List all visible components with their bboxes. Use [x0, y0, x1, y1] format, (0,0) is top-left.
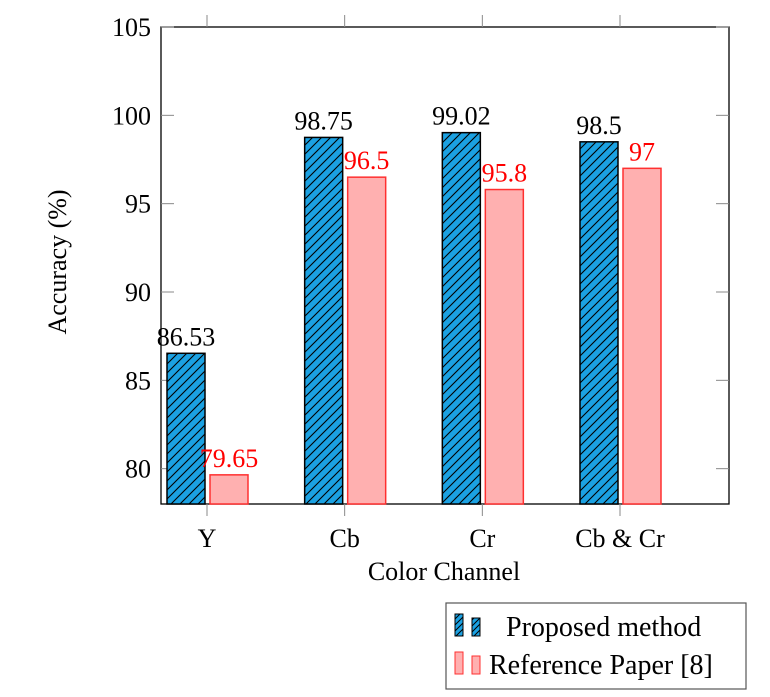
legend-label-proposed: Proposed method	[506, 612, 701, 643]
data-label-proposed: 98.75	[294, 106, 353, 135]
x-tick-label: Cb & Cr	[575, 524, 665, 553]
data-label-proposed: 86.53	[157, 322, 216, 351]
bar-proposed	[166, 352, 206, 505]
data-label-reference: 95.8	[482, 159, 528, 188]
data-label-reference: 96.5	[344, 146, 390, 175]
y-tick-label: 95	[125, 190, 151, 219]
y-tick-label: 80	[125, 455, 151, 484]
y-tick-label: 105	[112, 13, 151, 42]
y-tick-label: 85	[125, 366, 151, 395]
legend-swatch-proposed-1	[454, 613, 464, 637]
bar-reference	[484, 188, 525, 505]
bar-reference	[346, 176, 387, 505]
data-label-reference: 97	[629, 137, 655, 166]
x-axis-title: Color Channel	[368, 557, 520, 586]
y-axis-title: Accuracy (%)	[43, 189, 72, 334]
bar-reference	[622, 167, 662, 505]
bar-proposed	[303, 136, 344, 505]
bar-proposed	[441, 131, 482, 505]
bar-proposed	[579, 141, 619, 505]
x-tick-label: Cr	[469, 524, 495, 553]
x-tick-label: Cb	[329, 524, 359, 553]
y-tick-label: 100	[112, 101, 151, 130]
legend: Proposed method Reference Paper [8]	[445, 602, 747, 690]
legend-swatch-reference-1	[454, 651, 464, 675]
bar-reference	[209, 474, 249, 505]
legend-swatch-proposed-2	[471, 617, 481, 637]
legend-box	[445, 602, 747, 690]
y-tick-label: 90	[125, 278, 151, 307]
legend-label-reference: Reference Paper [8]	[489, 650, 713, 681]
data-label-reference: 79.65	[200, 444, 259, 473]
data-label-proposed: 98.5	[576, 111, 622, 140]
data-label-proposed: 99.02	[432, 102, 491, 131]
x-tick-label: Y	[198, 524, 217, 553]
legend-swatch-reference-2	[471, 655, 481, 675]
